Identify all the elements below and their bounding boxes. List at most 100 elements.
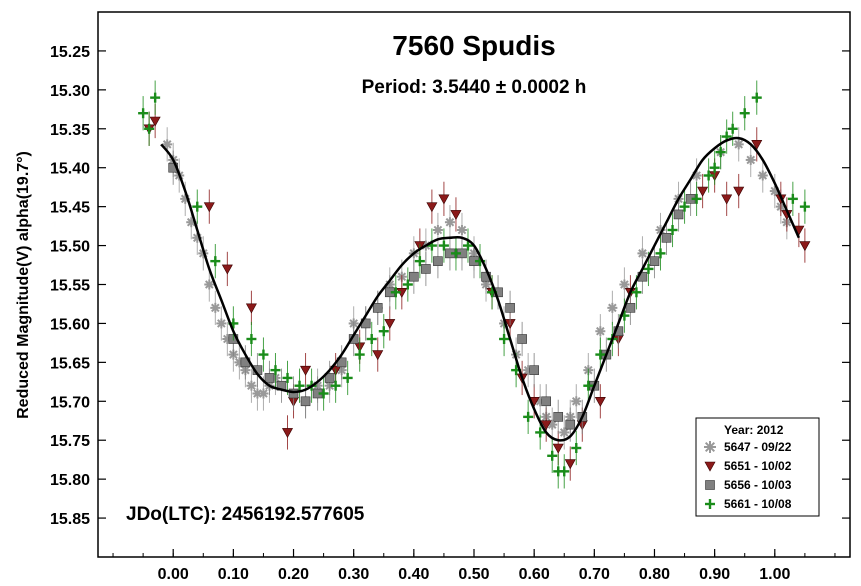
legend-marker [704,461,716,472]
data-point [661,232,672,243]
data-point [378,326,389,337]
data-point [258,349,269,360]
data-point [517,334,527,344]
data-point [523,411,534,422]
data-point [709,162,720,173]
data-point [210,302,221,313]
data-point [673,209,684,220]
y-tick-label: 15.70 [50,394,90,411]
data-point [150,92,161,103]
y-tick-label: 15.40 [50,161,90,178]
data-point [559,466,570,477]
data-point [366,334,377,344]
data-point [324,373,335,383]
chart-subtitle: Period: 3.5440 ± 0.0002 h [362,77,587,98]
data-point [421,264,431,274]
x-tick-label: 0.00 [158,566,189,583]
data-point [462,240,473,251]
y-tick-label: 15.35 [50,122,90,139]
data-point [288,388,299,399]
data-point [679,201,690,212]
data-point [529,365,539,375]
legend-title: Year: 2012 [724,423,784,437]
data-point [571,396,582,407]
data-point [733,186,745,197]
fit-curve [160,136,801,442]
data-point [799,201,810,212]
data-point [221,264,233,275]
data-point [691,193,702,204]
data-point [409,271,419,282]
data-point [751,140,763,150]
data-point [300,365,312,376]
x-tick-label: 0.40 [398,566,429,583]
legend-label: 5656 - 10/03 [724,478,792,492]
x-tick-label: 0.90 [699,566,730,583]
y-tick-label: 15.30 [50,83,90,100]
data-point [727,123,738,134]
x-tick-label: 0.30 [338,566,369,583]
data-point [553,412,564,422]
data-point [372,303,383,313]
data-point [282,372,293,383]
epoch-annotation: JDo(LTC): 2456192.577605 [126,504,365,525]
data-point [444,217,455,228]
data-point [799,241,811,252]
y-tick-label: 15.50 [50,239,90,256]
data-point [342,372,353,383]
data-point [246,380,257,391]
y-tick-label: 15.25 [50,44,90,61]
data-point [300,396,311,407]
data-point [565,419,576,430]
data-point [204,279,215,290]
legend-entry: 5651 - 10/02 [704,459,792,473]
data-point [625,303,636,313]
y-tick-label: 15.65 [50,355,90,372]
data-point [438,240,449,251]
data-point [541,396,551,407]
data-point [192,201,203,212]
x-tick-label: 0.20 [278,566,309,583]
data-point [203,202,215,213]
data-point [216,318,227,329]
legend-marker [705,480,715,490]
data-point [607,302,618,313]
data-point [433,256,443,266]
y-tick-label: 15.55 [50,278,90,295]
legend-entry: 5661 - 10/08 [705,497,792,511]
axis-ticks: 0.00 0.10 0.20 0.30 0.40 0.50 0.60 0.70 0.80 0.90… [50,44,850,583]
data-point [715,147,726,158]
data-markers [138,80,811,489]
data-point [571,443,582,453]
data-point [535,427,546,438]
data-point [456,225,467,235]
data-point [594,396,606,407]
data-point [552,443,564,454]
legend-label: 5651 - 10/02 [724,459,792,473]
data-point [258,388,269,399]
data-point [438,194,450,205]
data-point [559,427,570,438]
data-point [631,287,642,298]
data-point [450,210,462,221]
data-point [499,334,510,344]
data-point [246,334,257,344]
data-point [697,186,709,197]
legend-entry: 5647 - 09/22 [704,440,792,454]
data-point [264,373,275,383]
legend-label: 5661 - 10/08 [724,497,792,511]
data-point [245,303,257,314]
legend-label: 5647 - 09/22 [724,440,792,454]
legend-box [695,417,820,517]
legend-marker [705,499,715,509]
y-axis-label: Reduced Magnitude(V) alpha(19.7°) [15,151,32,419]
data-point [649,256,660,266]
data-point [595,349,606,360]
data-point [619,279,630,290]
x-tick-label: 1.00 [759,566,790,583]
data-point [751,92,762,103]
data-point [703,170,714,181]
chart-title: 7560 Spudis [392,30,555,61]
data-point [372,350,384,361]
